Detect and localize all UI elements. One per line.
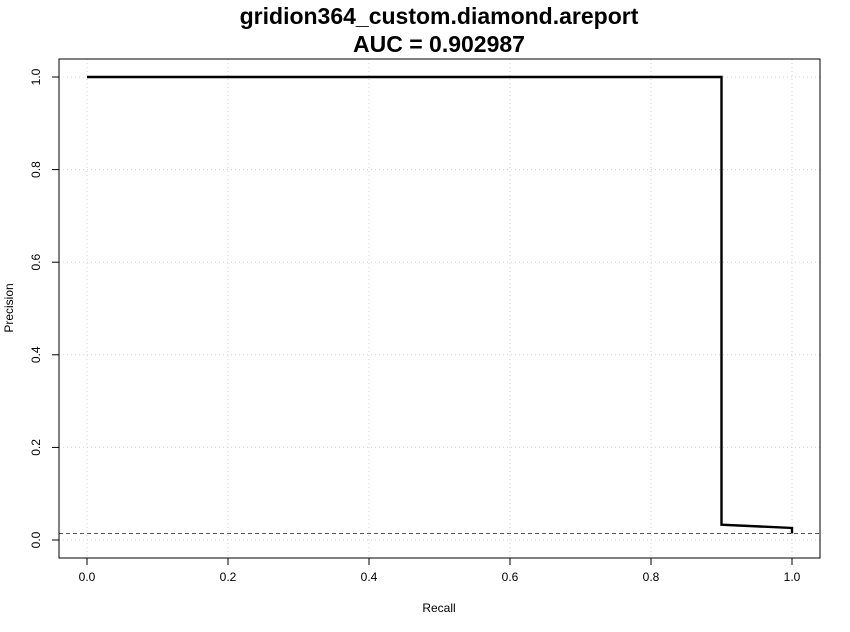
chart-subtitle: AUC = 0.902987 [353, 31, 525, 57]
x-tick-label: 0.4 [361, 570, 378, 584]
y-tick-label: 0.0 [29, 531, 43, 548]
y-tick-label: 1.0 [29, 68, 43, 85]
chart-title: gridion364_custom.diamond.areport [240, 3, 639, 29]
y-tick-label: 0.8 [29, 161, 43, 178]
x-axis-label: Recall [422, 601, 455, 615]
y-axis: 0.0 0.2 0.4 0.6 0.8 1.0 [29, 68, 59, 548]
x-tick-label: 1.0 [784, 570, 801, 584]
x-tick-label: 0.8 [643, 570, 660, 584]
x-axis: 0.0 0.2 0.4 0.6 0.8 1.0 [79, 558, 801, 584]
series-layer [87, 75, 794, 534]
y-tick-label: 0.4 [29, 346, 43, 363]
x-tick-label: 0.0 [79, 570, 96, 584]
plot-frame [58, 58, 821, 559]
y-tick-label: 0.6 [29, 254, 43, 271]
x-tick-label: 0.2 [220, 570, 237, 584]
y-axis-label: Precision [2, 283, 16, 332]
y-tick-label: 0.2 [29, 439, 43, 456]
pr-curve-line [87, 75, 794, 534]
grid [59, 59, 820, 558]
x-tick-label: 0.6 [502, 570, 519, 584]
